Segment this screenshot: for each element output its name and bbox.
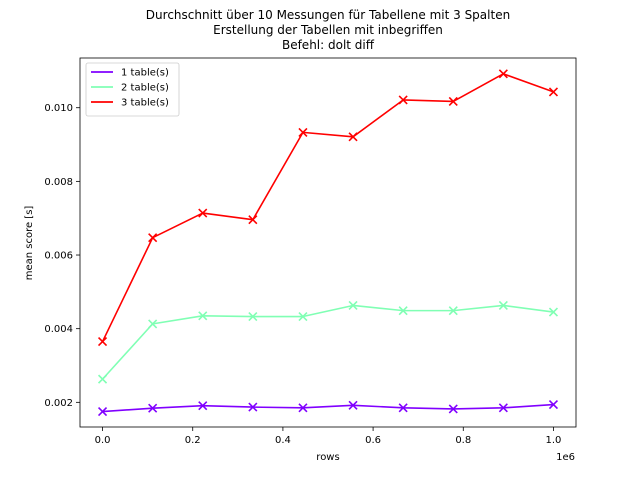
data-point — [198, 208, 208, 218]
x-tick-label: 0.8 — [455, 435, 471, 446]
data-point — [298, 403, 308, 413]
legend-label: 2 table(s) — [121, 83, 169, 94]
legend-label: 1 table(s) — [121, 68, 169, 79]
chart-title-line-2: Erstellung der Tabellen mit inbegriffen — [213, 23, 443, 37]
y-tick-label: 0.002 — [44, 398, 73, 409]
x-tick-label: 0.6 — [365, 435, 381, 446]
series-2 — [97, 300, 559, 384]
y-tick-label: 0.008 — [44, 177, 73, 188]
data-point — [548, 87, 559, 97]
x-tick-label: 0.4 — [275, 435, 291, 446]
data-point — [298, 127, 308, 137]
series-2-line — [101, 304, 554, 380]
data-point — [348, 132, 358, 142]
data-point — [398, 306, 408, 316]
data-point — [298, 311, 308, 322]
x-tick-label: 1.0 — [546, 435, 562, 446]
data-point — [398, 95, 408, 105]
data-point — [248, 402, 258, 412]
data-point — [548, 307, 559, 317]
x-axis-label: rows — [316, 452, 339, 463]
data-point — [448, 404, 458, 414]
chart-title-line-1: Durchschnitt über 10 Messungen für Tabel… — [146, 8, 510, 22]
legend-label: 3 table(s) — [121, 98, 169, 109]
data-point — [498, 69, 508, 79]
data-point — [198, 311, 208, 321]
y-axis-label: mean score [s] — [24, 206, 35, 281]
data-point — [248, 311, 258, 322]
data-point — [97, 336, 108, 347]
x-tick-label: 0.0 — [95, 435, 111, 446]
data-point — [348, 400, 358, 410]
data-point — [348, 300, 358, 311]
plot-area — [79, 57, 577, 428]
x-axis-offset-label: 1e6 — [556, 452, 575, 463]
chart-title-line-3: Befehl: dolt diff — [282, 38, 375, 52]
data-point — [148, 233, 158, 243]
data-point — [448, 96, 458, 107]
plot-background — [80, 58, 576, 427]
data-point — [148, 319, 158, 329]
series-3-line — [101, 73, 554, 342]
series-3 — [97, 69, 559, 347]
chart-title: Durchschnitt über 10 Messungen für Tabel… — [146, 8, 510, 52]
data-point — [198, 401, 208, 411]
data-point — [448, 306, 458, 316]
y-tick-label: 0.006 — [44, 251, 73, 262]
data-point — [248, 215, 258, 225]
data-point — [548, 399, 559, 410]
data-point — [498, 403, 508, 413]
series-layer — [97, 69, 559, 417]
y-tick-label: 0.004 — [44, 324, 73, 335]
x-axis: 0.0 0.2 0.4 0.6 0.8 1.0 — [95, 427, 562, 446]
data-point — [398, 403, 408, 413]
plot-frame — [79, 57, 577, 428]
y-tick-label: 0.010 — [44, 103, 73, 114]
data-point — [498, 300, 508, 311]
legend: 1 table(s) 2 table(s) 3 table(s) — [85, 62, 180, 117]
data-point — [97, 406, 108, 417]
y-axis: 0.002 0.004 0.006 0.008 0.010 — [44, 103, 80, 409]
series-1 — [97, 399, 559, 417]
data-point — [148, 403, 158, 413]
x-tick-label: 0.2 — [185, 435, 201, 446]
series-1-line — [102, 403, 554, 413]
data-point — [97, 374, 108, 384]
